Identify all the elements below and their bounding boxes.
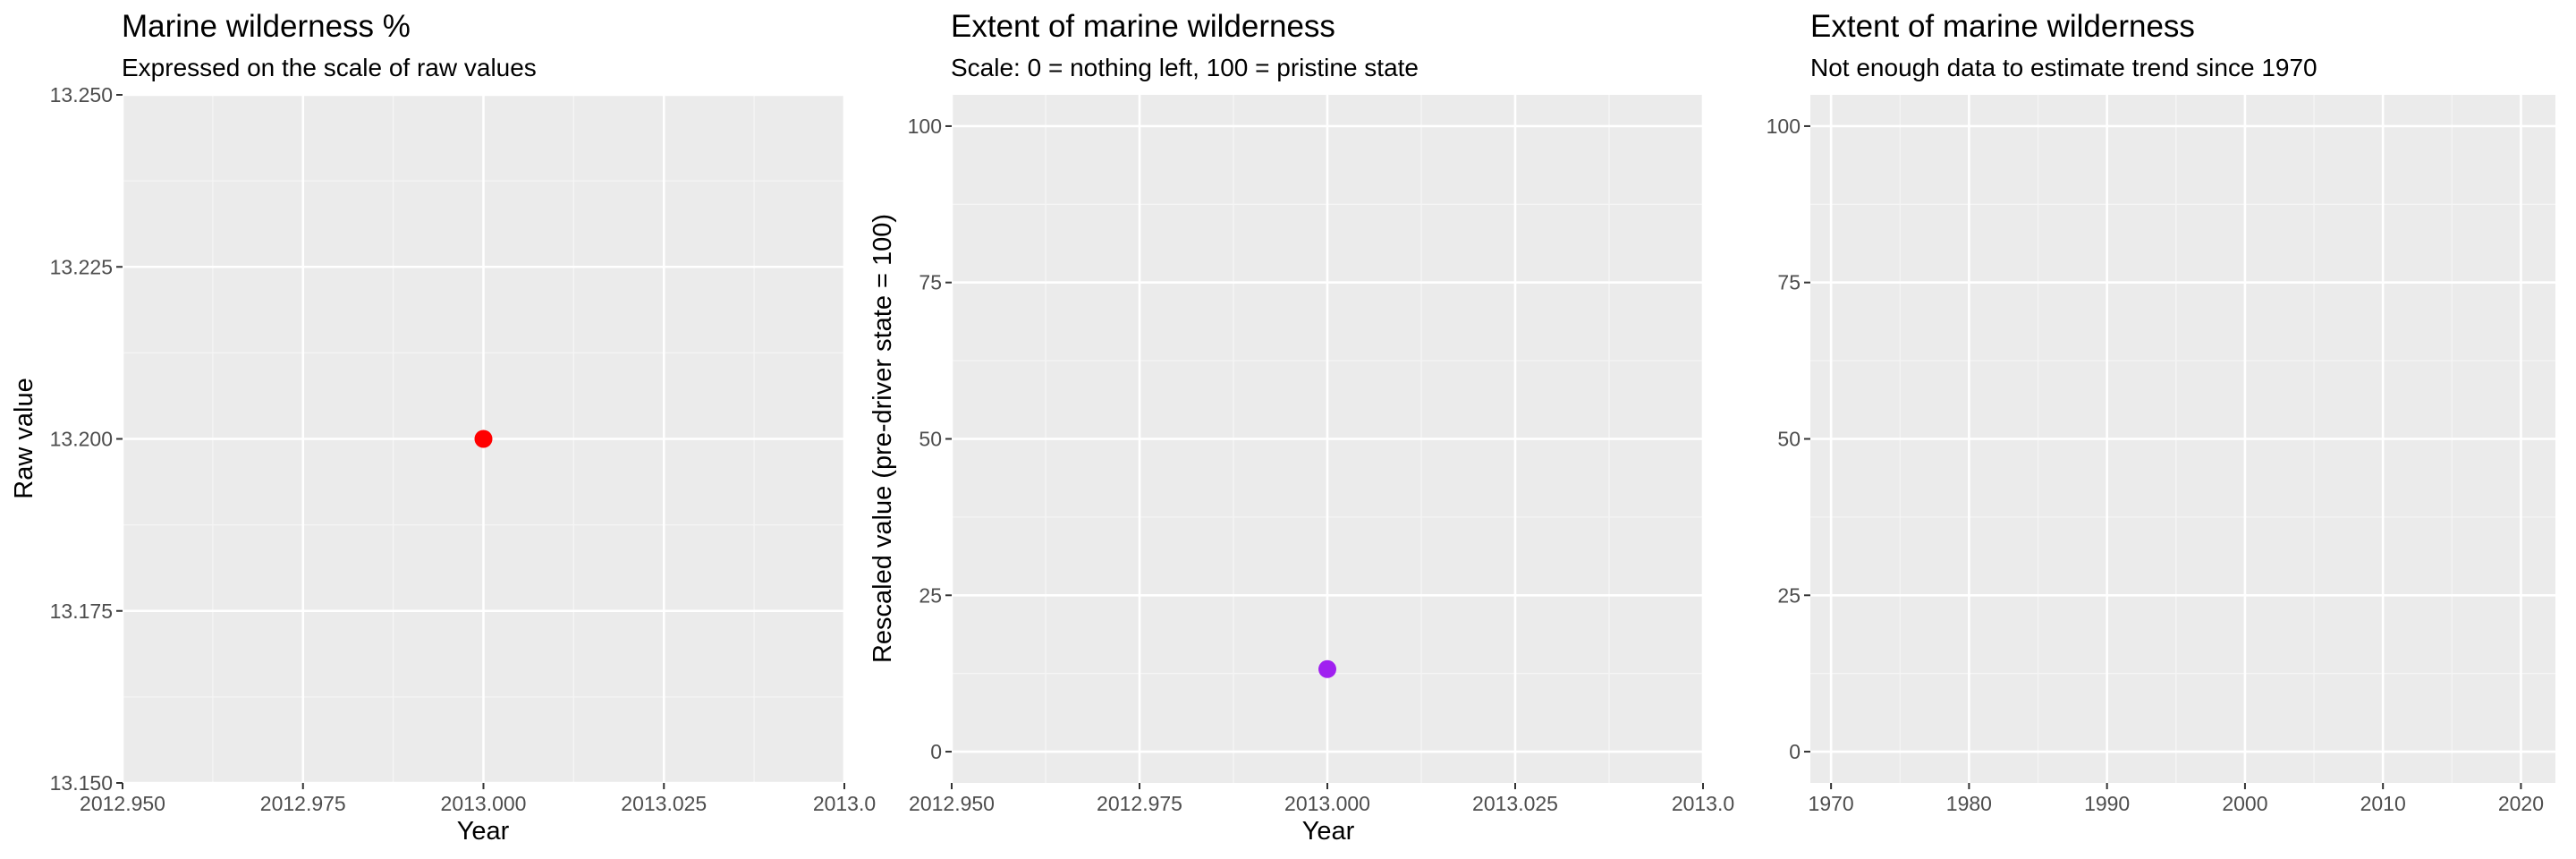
y-tick-label: 25 bbox=[919, 583, 942, 607]
x-tick-label: 1970 bbox=[1809, 792, 1854, 815]
x-tick-label: 2012.975 bbox=[1097, 792, 1182, 815]
chart-3: Extent of marine wilderness Not enough d… bbox=[1767, 9, 2555, 815]
chart-2-subtitle: Scale: 0 = nothing left, 100 = pristine … bbox=[951, 54, 1419, 81]
y-tick-label: 25 bbox=[1777, 583, 1801, 607]
x-tick-label: 2012.950 bbox=[80, 792, 165, 815]
chart-2-plot: 2012.950 2012.975 2013.000 2013.025 2013.0 0 2… bbox=[908, 95, 1734, 815]
y-tick-label: 100 bbox=[1767, 115, 1801, 138]
x-tick-label: 2013.000 bbox=[441, 792, 527, 815]
y-tick-label: 13.250 bbox=[50, 83, 113, 106]
chart-2-title: Extent of marine wilderness bbox=[951, 9, 1335, 44]
chart-3-plot: 1970 1980 1990 2000 2010 2020 0 25 50 75 100 bbox=[1767, 95, 2555, 815]
x-tick-label: 2000 bbox=[2222, 792, 2267, 815]
chart-2-y-axis-title: Rescaled value (pre-driver state = 100) bbox=[869, 214, 897, 663]
y-tick-label: 13.175 bbox=[50, 600, 113, 623]
x-tick-label: 2020 bbox=[2498, 792, 2544, 815]
chart-2-x-axis-title: Year bbox=[1302, 817, 1355, 846]
x-tick-label: 1990 bbox=[2084, 792, 2130, 815]
chart-1-title: Marine wilderness % bbox=[122, 9, 411, 44]
y-tick-label: 50 bbox=[919, 428, 942, 451]
x-tick-label: 2013.025 bbox=[621, 792, 707, 815]
y-tick-label: 100 bbox=[908, 115, 942, 138]
x-tick-label: 2013.000 bbox=[1284, 792, 1370, 815]
y-tick-label: 75 bbox=[1777, 271, 1801, 294]
chart-1-x-axis-title: Year bbox=[457, 817, 510, 846]
y-tick-label: 0 bbox=[930, 740, 942, 763]
x-tick-label: 2013.0 bbox=[813, 792, 876, 815]
chart-2: Extent of marine wilderness Scale: 0 = n… bbox=[869, 9, 1734, 846]
x-tick-label: 2013.025 bbox=[1472, 792, 1558, 815]
chart-3-subtitle: Not enough data to estimate trend since … bbox=[1810, 54, 2318, 81]
chart-1-subtitle: Expressed on the scale of raw values bbox=[122, 54, 537, 81]
x-tick-label: 2012.975 bbox=[260, 792, 346, 815]
x-tick-label: 2013.0 bbox=[1672, 792, 1734, 815]
y-tick-label: 13.225 bbox=[50, 255, 113, 278]
data-point bbox=[474, 430, 493, 448]
x-tick-label: 2012.950 bbox=[909, 792, 995, 815]
y-tick-label: 13.150 bbox=[50, 771, 113, 795]
x-tick-label: 2010 bbox=[2360, 792, 2406, 815]
chart-3-title: Extent of marine wilderness bbox=[1810, 9, 2195, 44]
y-tick-label: 50 bbox=[1777, 428, 1801, 451]
chart-1: Marine wilderness % Expressed on the sca… bbox=[10, 9, 876, 846]
y-tick-label: 13.200 bbox=[50, 428, 113, 451]
chart-1-plot: 2012.950 2012.975 2013.000 2013.025 2013.0 13… bbox=[50, 83, 877, 815]
data-point bbox=[1318, 659, 1336, 678]
y-tick-label: 75 bbox=[919, 271, 942, 294]
chart-1-y-axis-title: Raw value bbox=[10, 378, 38, 498]
x-tick-label: 1980 bbox=[1946, 792, 1992, 815]
y-tick-label: 0 bbox=[1789, 740, 1801, 763]
